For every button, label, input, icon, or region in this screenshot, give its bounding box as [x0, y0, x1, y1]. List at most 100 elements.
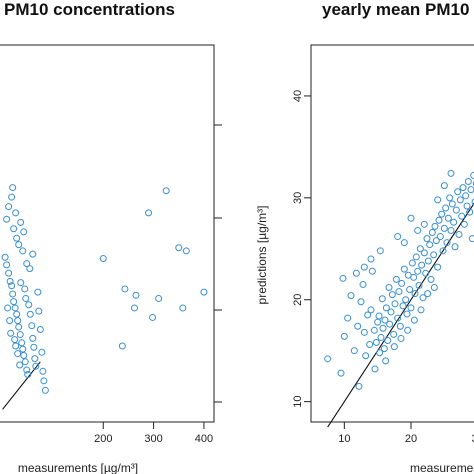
data-point: [1, 253, 9, 261]
data-point: [23, 366, 31, 374]
data-point: [444, 214, 452, 222]
data-point: [21, 285, 29, 293]
data-point: [466, 208, 474, 216]
data-point: [26, 265, 34, 273]
data-point: [463, 202, 471, 210]
data-point: [162, 187, 170, 195]
data-point: [407, 214, 415, 222]
data-point: [19, 247, 27, 255]
axes-right: 10 20 30 10 20 30 40: [292, 90, 474, 445]
data-point: [337, 369, 345, 377]
data-point: [25, 301, 33, 309]
data-point: [407, 304, 415, 312]
data-point: [41, 386, 49, 394]
data-point: [419, 294, 427, 302]
data-point: [20, 351, 28, 359]
data-point: [118, 342, 126, 350]
data-point: [32, 362, 40, 370]
data-point: [340, 332, 348, 340]
data-point: [12, 209, 20, 217]
data-point: [357, 298, 365, 306]
x-axis-label-right: measurements: [410, 461, 474, 474]
data-point: [367, 255, 375, 263]
data-point: [376, 247, 384, 255]
data-point: [20, 228, 28, 236]
data-point: [362, 352, 370, 360]
data-point: [408, 259, 416, 267]
data-point: [391, 300, 399, 308]
data-point: [40, 377, 48, 385]
data-point: [360, 328, 368, 336]
data-point: [426, 241, 434, 249]
data-point: [39, 367, 47, 375]
data-point: [471, 198, 474, 206]
data-point: [460, 220, 468, 228]
data-point: [9, 184, 17, 192]
data-point: [432, 237, 440, 245]
data-point: [435, 216, 443, 224]
data-point: [448, 200, 456, 208]
data-point: [14, 350, 22, 358]
data-point: [420, 220, 428, 228]
data-point: [26, 310, 34, 318]
data-point: [344, 314, 352, 322]
data-point: [29, 334, 37, 342]
data-point: [367, 306, 375, 314]
x-tick-label: 20: [405, 433, 417, 445]
data-point: [179, 304, 187, 312]
data-point: [399, 302, 407, 310]
data-point: [36, 325, 44, 333]
data-point: [370, 326, 378, 334]
reference-line: [327, 202, 474, 428]
data-point: [132, 291, 140, 299]
data-point: [443, 239, 451, 247]
y-tick-label: 20: [292, 294, 304, 306]
data-point: [382, 357, 390, 365]
x-tick-label: 10: [338, 433, 350, 445]
data-point: [16, 331, 24, 339]
chart-title-right: yearly mean PM10: [322, 0, 469, 19]
data-point: [385, 284, 393, 292]
plot-frame-right: [310, 44, 474, 423]
data-point: [30, 343, 38, 351]
data-point: [200, 288, 208, 296]
data-point: [423, 235, 431, 243]
data-point: [400, 239, 408, 247]
y-axis-label-right: predictions [µg/m³]: [255, 206, 269, 305]
data-point: [10, 298, 18, 306]
data-point: [24, 370, 32, 378]
data-point: [386, 320, 394, 328]
data-point: [10, 225, 18, 233]
data-point: [472, 180, 474, 187]
data-point: [175, 244, 183, 252]
data-point: [390, 343, 398, 351]
x-axis-left: 200 300 400: [94, 422, 213, 445]
data-point: [13, 310, 21, 318]
data-point: [99, 255, 107, 263]
reference-line-right: [327, 202, 474, 428]
data-point: [12, 342, 20, 350]
data-point: [371, 365, 379, 373]
data-point: [375, 312, 383, 320]
data-point: [379, 324, 387, 332]
data-point: [18, 339, 26, 347]
data-point: [398, 279, 406, 287]
data-point: [355, 382, 363, 390]
data-point: [452, 206, 460, 214]
data-point: [431, 222, 439, 230]
data-point: [400, 265, 408, 273]
data-point: [424, 257, 432, 265]
data-point: [446, 194, 454, 202]
data-point: [368, 267, 376, 275]
data-point: [434, 263, 442, 271]
data-point: [5, 203, 13, 211]
y-tick-label: 10: [292, 395, 304, 407]
panel-pm10-concentrations: PM10 concentrations 200 300 400 measuremen…: [0, 0, 222, 474]
data-point: [412, 253, 420, 261]
y-tick-label: 30: [292, 192, 304, 204]
data-point: [359, 280, 367, 288]
data-point: [440, 182, 448, 190]
data-point: [9, 290, 17, 298]
data-point: [121, 285, 129, 293]
data-point: [447, 226, 455, 234]
